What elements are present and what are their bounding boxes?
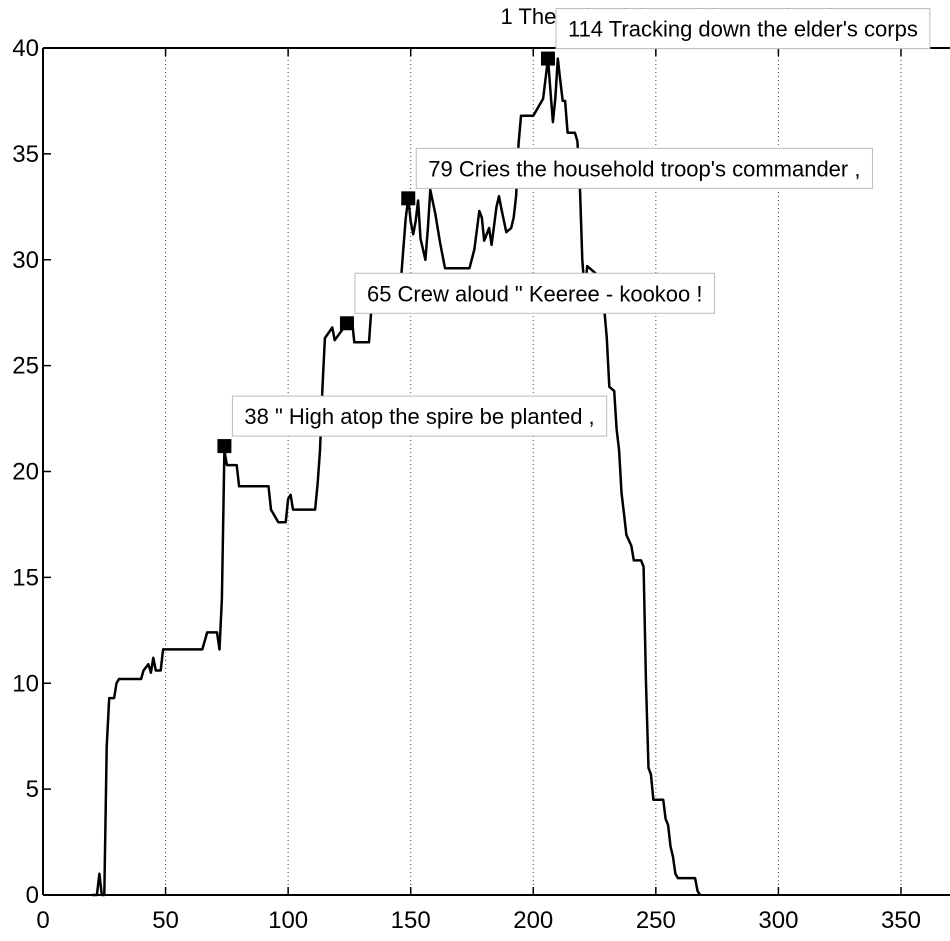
x-tick-label: 150 [391,907,431,934]
x-tick-label: 100 [268,907,308,934]
annotation-text: 114 Tracking down the elder's corps [568,17,918,42]
annotation-box: 114 Tracking down the elder's corps [555,8,931,50]
x-tick-label: 200 [513,907,553,934]
data-marker [217,439,232,454]
y-tick-label: 40 [12,35,39,62]
x-tick-label: 0 [36,907,49,934]
x-tick-label: 350 [881,907,921,934]
data-marker [339,316,354,331]
annotation-background [415,147,873,189]
annotation-background [354,272,716,314]
annotation-box: 38 " High atop the spire be planted , [231,395,608,437]
annotation-background [231,395,608,437]
y-tick-label: 20 [12,459,39,486]
y-tick-label: 30 [12,247,39,274]
y-tick-label: 25 [12,353,39,380]
x-tick-label: 250 [636,907,676,934]
x-tick-label: 50 [152,907,179,934]
annotation-text: 38 " High atop the spire be planted , [244,404,594,429]
marker-layer [217,51,555,454]
annotation-layer: 38 " High atop the spire be planted , 65 … [231,8,931,437]
data-marker [401,191,416,206]
annotation-box: 65 Crew aloud " Keeree - kookoo ! [354,272,716,314]
annotation-box: 79 Cries the household troop's commander… [415,147,873,189]
annotation-text: 79 Cries the household troop's commander… [428,156,860,181]
axes: 0 50 100 150 200 250 300 350 0 5 10 15 20 25 30 35 40 [12,35,950,934]
data-marker [540,51,555,66]
annotation-background [555,8,931,50]
series-layer [92,57,702,897]
y-tick-label: 35 [12,141,39,168]
y-tick-label: 0 [26,882,39,909]
annotation-text: 65 Crew aloud " Keeree - kookoo ! [367,281,703,306]
y-tick-label: 10 [12,670,39,697]
series-line [92,57,702,897]
y-tick-label: 15 [12,564,39,591]
y-tick-label: 5 [26,776,39,803]
x-tick-label: 300 [758,907,798,934]
